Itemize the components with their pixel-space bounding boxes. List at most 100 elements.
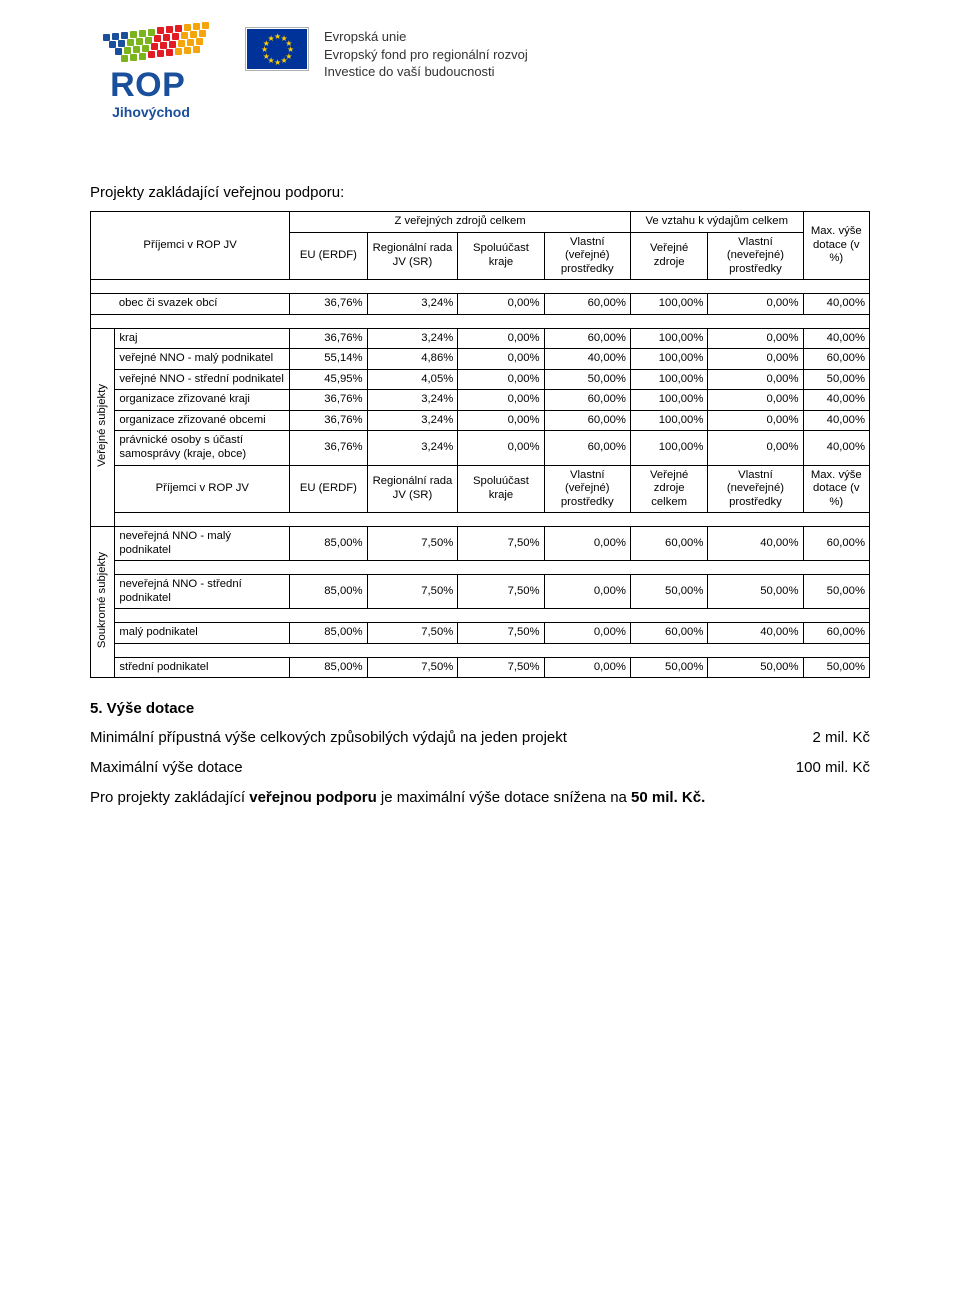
- section5-line1-right: 2 mil. Kč: [812, 727, 870, 749]
- table-row: Soukromé subjekty neveřejná NNO - malý p…: [91, 527, 870, 561]
- row-label: střední podnikatel: [115, 657, 290, 678]
- row-value: 40,00%: [803, 431, 869, 465]
- table-row: neveřejná NNO - střední podnikatel 85,00…: [91, 575, 870, 609]
- section5-line3-a: Pro projekty zakládající: [90, 789, 249, 806]
- row-label: kraj: [115, 328, 290, 349]
- section5-line3: Pro projekty zakládající veřejnou podpor…: [90, 787, 870, 809]
- row-value: 4,86%: [367, 349, 458, 370]
- row-value: 40,00%: [544, 349, 630, 370]
- row-value: 100,00%: [630, 431, 707, 465]
- row-value: 40,00%: [803, 390, 869, 411]
- row-label: obec či svazek obcí: [115, 294, 290, 315]
- eu-text-line3: Investice do vaší budoucnosti: [324, 63, 528, 81]
- row-value: 7,50%: [458, 657, 544, 678]
- table-row: malý podnikatel 85,00% 7,50% 7,50% 0,00%…: [91, 623, 870, 644]
- row-value: 0,00%: [458, 431, 544, 465]
- row-value: 0,00%: [458, 294, 544, 315]
- row-value: 36,76%: [290, 328, 367, 349]
- row-value: 50,00%: [630, 575, 707, 609]
- table-row: organizace zřizované kraji 36,76% 3,24% …: [91, 390, 870, 411]
- row-value: 0,00%: [708, 410, 803, 431]
- table-row: veřejné NNO - malý podnikatel 55,14% 4,8…: [91, 349, 870, 370]
- row-value: 0,00%: [544, 657, 630, 678]
- group-label-soukrome: Soukromé subjekty: [91, 527, 115, 678]
- th2-ver-zdr: Veřejné zdroje celkem: [630, 465, 707, 513]
- th-vlast-ver: Vlastní (veřejné) prostředky: [544, 232, 630, 280]
- row-value: 50,00%: [803, 369, 869, 390]
- section5-title: 5. Výše dotace: [90, 700, 870, 717]
- row-value: 0,00%: [708, 431, 803, 465]
- row-value: 36,76%: [290, 431, 367, 465]
- row-value: 85,00%: [290, 527, 367, 561]
- th-reg: Regionální rada JV (SR): [367, 232, 458, 280]
- row-value: 60,00%: [803, 527, 869, 561]
- row-value: 60,00%: [803, 349, 869, 370]
- row-value: 3,24%: [367, 294, 458, 315]
- table-row: Veřejné subjekty kraj 36,76% 3,24% 0,00%…: [91, 328, 870, 349]
- row-value: 0,00%: [708, 349, 803, 370]
- row-value: 36,76%: [290, 390, 367, 411]
- table-header-row: Příjemci v ROP JV Z veřejných zdrojů cel…: [91, 212, 870, 233]
- row-value: 50,00%: [803, 575, 869, 609]
- group-label-verejne-text: Veřejné subjekty: [96, 384, 110, 467]
- section5-line3-b: veřejnou podporu: [249, 789, 377, 806]
- group-label-soukrome-text: Soukromé subjekty: [96, 552, 110, 648]
- eu-text-line2: Evropský fond pro regionální rozvoj: [324, 46, 528, 64]
- section5-line1: Minimální přípustná výše celkových způso…: [90, 727, 870, 749]
- row-value: 50,00%: [708, 657, 803, 678]
- rop-logo-text-bottom: Jihovýchod: [112, 104, 190, 120]
- rop-logo-text-top: ROP: [110, 68, 185, 102]
- th-prijemci: Příjemci v ROP JV: [91, 212, 290, 280]
- th2-reg: Regionální rada JV (SR): [367, 465, 458, 513]
- eu-text: Evropská unie Evropský fond pro regionál…: [324, 28, 528, 81]
- row-value: 7,50%: [458, 575, 544, 609]
- row-value: 3,24%: [367, 390, 458, 411]
- table-row: střední podnikatel 85,00% 7,50% 7,50% 0,…: [91, 657, 870, 678]
- row-value: 7,50%: [367, 575, 458, 609]
- row-value: 0,00%: [544, 575, 630, 609]
- row-value: 100,00%: [630, 410, 707, 431]
- row-value: 40,00%: [708, 527, 803, 561]
- row-label: veřejné NNO - malý podnikatel: [115, 349, 290, 370]
- row-value: 60,00%: [544, 328, 630, 349]
- row-label: právnické osoby s účastí samosprávy (kra…: [115, 431, 290, 465]
- row-value: 100,00%: [630, 390, 707, 411]
- row-value: 7,50%: [367, 527, 458, 561]
- row-value: 4,05%: [367, 369, 458, 390]
- row-value: 60,00%: [630, 623, 707, 644]
- row-value: 85,00%: [290, 623, 367, 644]
- row-value: 0,00%: [544, 527, 630, 561]
- row-value: 60,00%: [544, 431, 630, 465]
- row-value: 60,00%: [544, 410, 630, 431]
- row-label: veřejné NNO - střední podnikatel: [115, 369, 290, 390]
- table-row: obec či svazek obcí 36,76% 3,24% 0,00% 6…: [91, 294, 870, 315]
- row-value: 85,00%: [290, 575, 367, 609]
- row-value: 7,50%: [367, 657, 458, 678]
- row-value: 60,00%: [544, 390, 630, 411]
- group-label-verejne: Veřejné subjekty: [91, 328, 115, 526]
- rop-logo: ROP Jihovýchod: [90, 28, 210, 120]
- row-value: 40,00%: [708, 623, 803, 644]
- row-value: 0,00%: [544, 623, 630, 644]
- table-row: právnické osoby s účastí samosprávy (kra…: [91, 431, 870, 465]
- row-value: 60,00%: [803, 623, 869, 644]
- section5-line2-right: 100 mil. Kč: [796, 757, 870, 779]
- table-header-row-2: Příjemci v ROP JV EU (ERDF) Regionální r…: [91, 465, 870, 513]
- row-label: organizace zřizované obcemi: [115, 410, 290, 431]
- row-value: 55,14%: [290, 349, 367, 370]
- row-value: 0,00%: [458, 349, 544, 370]
- th2-prijemci: Příjemci v ROP JV: [115, 465, 290, 513]
- row-value: 0,00%: [458, 390, 544, 411]
- th-vlast-never: Vlastní (neveřejné) prostředky: [708, 232, 803, 280]
- table-row: veřejné NNO - střední podnikatel 45,95% …: [91, 369, 870, 390]
- row-value: 40,00%: [803, 294, 869, 315]
- row-value: 3,24%: [367, 431, 458, 465]
- th-spolu: Spoluúčast kraje: [458, 232, 544, 280]
- row-value: 3,24%: [367, 410, 458, 431]
- row-label: neveřejná NNO - malý podnikatel: [115, 527, 290, 561]
- eu-text-line1: Evropská unie: [324, 28, 528, 46]
- table-row: organizace zřizované obcemi 36,76% 3,24%…: [91, 410, 870, 431]
- th-zverejnych: Z veřejných zdrojů celkem: [290, 212, 631, 233]
- row-value: 40,00%: [803, 328, 869, 349]
- th2-spolu: Spoluúčast kraje: [458, 465, 544, 513]
